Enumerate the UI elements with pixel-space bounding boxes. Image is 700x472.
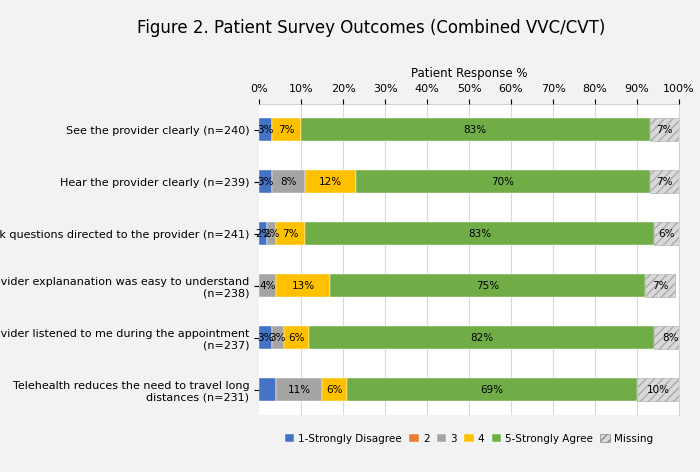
Bar [305, 222, 654, 245]
Text: 12%: 12% [318, 177, 342, 186]
Bar [267, 222, 276, 245]
Bar [330, 274, 645, 297]
Bar [322, 378, 347, 401]
Text: 8%: 8% [280, 177, 297, 186]
Text: 4%: 4% [259, 280, 276, 291]
Bar [284, 326, 309, 349]
Bar [259, 118, 272, 142]
Bar [650, 118, 679, 142]
Legend: 1-Strongly Disagree, 2, 3, 4, 5-Strongly Agree, Missing: 1-Strongly Disagree, 2, 3, 4, 5-Strongly… [281, 430, 657, 448]
Text: 2%: 2% [263, 228, 280, 239]
Bar [654, 326, 687, 349]
Text: 3%: 3% [270, 333, 286, 343]
Bar [259, 378, 276, 401]
Bar [276, 274, 330, 297]
Text: 7%: 7% [282, 228, 299, 239]
Bar [305, 170, 356, 194]
Text: 11%: 11% [287, 385, 311, 395]
Text: 7%: 7% [278, 125, 295, 135]
Text: 82%: 82% [470, 333, 494, 343]
Text: 75%: 75% [476, 280, 500, 291]
Bar [276, 378, 322, 401]
Bar [259, 170, 272, 194]
Bar [272, 170, 305, 194]
Text: 69%: 69% [480, 385, 504, 395]
Text: 70%: 70% [491, 177, 514, 186]
Text: 2%: 2% [255, 228, 272, 239]
Text: 3%: 3% [257, 125, 274, 135]
Text: 3%: 3% [257, 177, 274, 186]
Text: 6%: 6% [288, 333, 305, 343]
Text: 6%: 6% [326, 385, 343, 395]
Bar [272, 118, 301, 142]
Bar [650, 170, 679, 194]
Text: 7%: 7% [656, 177, 673, 186]
Bar [259, 326, 272, 349]
Text: 83%: 83% [468, 228, 491, 239]
Text: 7%: 7% [652, 280, 668, 291]
Bar [356, 170, 650, 194]
Bar [259, 274, 276, 297]
Text: 3%: 3% [257, 333, 274, 343]
Text: Figure 2. Patient Survey Outcomes (Combined VVC/CVT): Figure 2. Patient Survey Outcomes (Combi… [136, 19, 606, 37]
Text: 7%: 7% [656, 125, 673, 135]
Text: 13%: 13% [291, 280, 315, 291]
Bar [645, 274, 675, 297]
Bar [272, 326, 284, 349]
Text: 6%: 6% [658, 228, 675, 239]
X-axis label: Patient Response %: Patient Response % [411, 67, 527, 80]
Bar [309, 326, 654, 349]
Text: 10%: 10% [647, 385, 669, 395]
Text: 8%: 8% [662, 333, 679, 343]
Bar [301, 118, 650, 142]
Bar [347, 378, 637, 401]
Bar [637, 378, 679, 401]
Text: 83%: 83% [463, 125, 487, 135]
Bar [276, 222, 305, 245]
Bar [259, 222, 267, 245]
Bar [654, 222, 679, 245]
